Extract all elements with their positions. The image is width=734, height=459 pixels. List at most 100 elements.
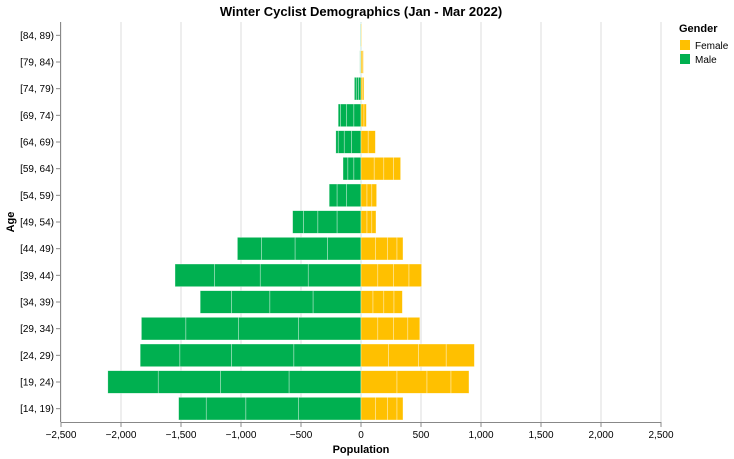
legend-title: Gender (679, 23, 718, 35)
bar-male-segment (261, 237, 296, 261)
bars-layer (107, 23, 475, 421)
bar-male-segment (259, 263, 309, 287)
bar-female-segment (363, 103, 367, 127)
y-tick-label: [44, 49) (20, 244, 54, 255)
bar-male-segment (245, 397, 299, 421)
bar-male-segment (205, 397, 247, 421)
y-tick-label: [39, 44) (20, 271, 54, 282)
bar-male-segment (298, 397, 362, 421)
bar-female-segment (361, 50, 364, 74)
y-tick-label: [49, 54) (20, 218, 54, 229)
bar-female-segment (388, 343, 419, 367)
bar-male-segment (292, 210, 304, 234)
bar-male-segment (231, 343, 295, 367)
bar-female-segment (360, 263, 379, 287)
y-tick-label: [64, 69) (20, 138, 54, 149)
bar-female-segment (375, 237, 388, 261)
bar-female-segment (383, 157, 394, 181)
x-tick-label: 1,500 (528, 430, 553, 441)
bar-male-segment (269, 290, 314, 314)
bar-male-segment (359, 50, 361, 74)
bar-male-segment (340, 103, 347, 127)
bar-female-segment (360, 210, 368, 234)
bar-female-segment (360, 183, 368, 207)
bar-female-segment (377, 263, 394, 287)
bar-female-segment (445, 343, 475, 367)
bar-male-segment (178, 397, 207, 421)
x-tick-label: 500 (413, 430, 430, 441)
y-tick-label: [29, 34) (20, 324, 54, 335)
bar-female-segment (360, 317, 379, 341)
bar-male-segment (303, 210, 319, 234)
bar-male-segment (307, 263, 362, 287)
bar-male-segment (358, 77, 362, 101)
axes-layer: −2,500 −2,000 −1,500 −1,000 −500 0 500 1,000 1,5… (20, 22, 674, 441)
bar-male-segment (214, 263, 261, 287)
bar-male-segment (288, 370, 362, 394)
y-tick-label: [79, 84) (20, 58, 54, 69)
bar-female-segment (418, 343, 447, 367)
legend-swatch-female (680, 40, 690, 50)
bar-male-segment (351, 130, 362, 154)
bar-male-segment (294, 237, 328, 261)
x-tick-label: 1,000 (468, 430, 493, 441)
bar-female-segment (393, 290, 403, 314)
bar-male-segment (237, 237, 262, 261)
bar-female-segment (372, 290, 385, 314)
bar-male-segment (157, 370, 221, 394)
x-tick-label: −2,000 (106, 430, 137, 441)
bar-male-segment (220, 370, 290, 394)
bar-male-segment (328, 183, 338, 207)
bar-male-segment (141, 317, 187, 341)
bar-female-segment (360, 343, 389, 367)
bar-male-segment (336, 183, 347, 207)
bar-male-segment (185, 317, 239, 341)
bar-male-segment (355, 77, 359, 101)
bar-female-segment (393, 157, 401, 181)
x-tick-label: 2,500 (648, 430, 673, 441)
bar-female-segment (387, 397, 398, 421)
bar-male-segment (346, 183, 362, 207)
bar-male-segment (298, 317, 362, 341)
x-axis-title: Population (333, 444, 390, 456)
bar-female-segment (450, 370, 470, 394)
bar-female-segment (371, 183, 377, 207)
y-tick-label: [14, 19) (20, 404, 54, 415)
bar-male-segment (238, 317, 299, 341)
y-tick-label: [54, 59) (20, 191, 54, 202)
y-tick-label: [59, 64) (20, 164, 54, 175)
bar-female-segment (373, 157, 385, 181)
bar-female-segment (360, 237, 376, 261)
y-tick-label: [74, 79) (20, 84, 54, 95)
bar-female-segment (396, 237, 404, 261)
y-tick-label: [24, 29) (20, 351, 54, 362)
bar-female-segment (387, 237, 398, 261)
bar-female-segment (377, 317, 394, 341)
bar-male-segment (327, 237, 362, 261)
bar-female-segment (362, 77, 365, 101)
bar-female-segment (393, 317, 409, 341)
bar-female-segment (360, 370, 398, 394)
bar-female-segment (371, 210, 377, 234)
bar-male-segment (231, 290, 271, 314)
x-tick-label: −2,500 (46, 430, 77, 441)
x-tick-label: −1,500 (166, 430, 197, 441)
y-tick-label: [84, 89) (20, 31, 54, 42)
bar-male-segment (353, 157, 362, 181)
bar-female-segment (408, 263, 422, 287)
bar-female-segment (426, 370, 452, 394)
bar-male-segment (343, 130, 352, 154)
bar-female-segment (383, 290, 395, 314)
bar-female-segment (360, 23, 362, 47)
bar-male-segment (347, 157, 355, 181)
y-tick-label: [19, 24) (20, 378, 54, 389)
bar-male-segment (346, 103, 355, 127)
y-axis-title: Age (5, 212, 17, 233)
bar-male-segment (179, 343, 232, 367)
bar-male-segment (174, 263, 215, 287)
x-tick-label: 2,000 (588, 430, 613, 441)
legend-swatch-male (680, 54, 690, 64)
x-tick-label: 0 (358, 430, 364, 441)
bar-male-segment (312, 290, 362, 314)
